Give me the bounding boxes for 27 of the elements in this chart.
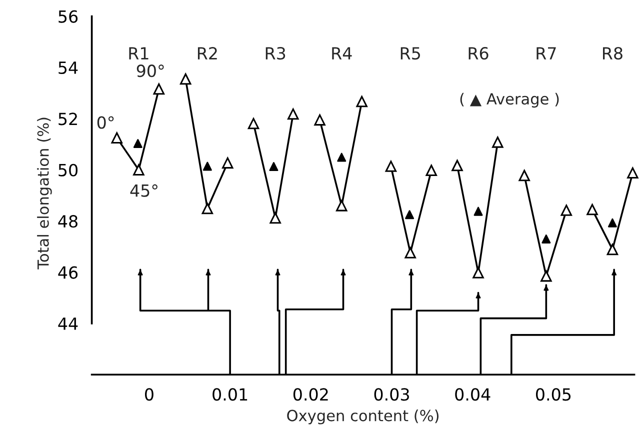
y-tick-label: 54 xyxy=(58,62,78,74)
annotation: 45° xyxy=(130,184,158,197)
x-tick-label: 0 xyxy=(145,388,154,401)
y-tick-label: 44 xyxy=(58,318,78,330)
x-tick-label: 0.03 xyxy=(374,388,409,401)
annotation: R1 xyxy=(129,47,148,60)
x-tick-label: 0.05 xyxy=(536,388,571,401)
annotation: R2 xyxy=(198,47,217,60)
annotation: R7 xyxy=(536,47,556,60)
y-tick-label: 48 xyxy=(58,215,78,228)
y-tick-label: 52 xyxy=(58,112,77,126)
annotation: 90° xyxy=(136,64,164,78)
annotation: R3 xyxy=(266,47,286,60)
y-tick-label: 56 xyxy=(58,10,78,23)
annotation: R4 xyxy=(332,47,352,60)
annotation: ( ▲ Average ) xyxy=(460,92,559,108)
annotation: R6 xyxy=(468,47,488,60)
y-tick-label: 50 xyxy=(58,164,78,176)
annotation: R5 xyxy=(400,47,420,60)
x-axis-title: Oxygen content (%) xyxy=(287,410,438,424)
x-tick-label: 0.01 xyxy=(212,388,248,401)
y-axis-title: Total elongation (%) xyxy=(37,118,52,270)
x-tick-label: 0.02 xyxy=(293,388,328,401)
y-tick-label: 46 xyxy=(58,266,78,279)
annotation: 0° xyxy=(97,116,114,129)
x-tick-label: 0.04 xyxy=(455,388,490,401)
annotation: R8 xyxy=(603,47,622,60)
